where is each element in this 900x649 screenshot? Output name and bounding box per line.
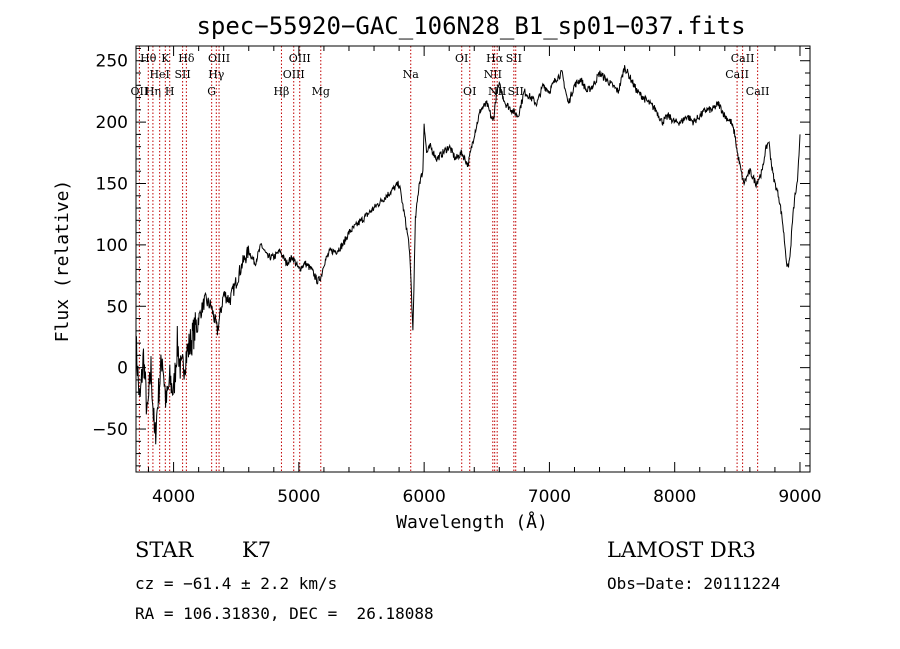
- spectral-line-label: Hθ: [140, 52, 157, 65]
- survey-name: LAMOST DR3: [607, 538, 756, 562]
- plot-frame: [135, 45, 811, 473]
- spectral-line-label: SII: [174, 68, 190, 81]
- x-tick-label: 8000: [653, 487, 696, 507]
- spectral-line-label: SII: [506, 52, 522, 65]
- redshift-velocity: cz = −61.4 ± 2.2 km/s: [135, 574, 338, 593]
- x-axis-label: Wavelength (Å): [396, 511, 548, 533]
- spectrum-line: [135, 65, 801, 445]
- spectral-line-label: Mg: [312, 85, 330, 98]
- x-tick-label: 5000: [277, 487, 320, 507]
- y-tick-label: 200: [96, 113, 128, 133]
- object-class: STAR: [135, 538, 194, 562]
- y-tick-label: 0: [117, 359, 128, 379]
- x-tick-label: 6000: [403, 487, 446, 507]
- object-subclass: K7: [242, 538, 272, 562]
- x-tick-label: 9000: [778, 487, 821, 507]
- spectral-line-label: OI: [463, 85, 476, 98]
- spectral-line-label: Hα: [486, 52, 504, 65]
- y-tick-label: 250: [96, 52, 128, 72]
- spectral-line-label: G: [207, 85, 216, 98]
- spectral-line-label: Hδ: [178, 52, 195, 65]
- spectral-line-label: OII: [131, 85, 149, 98]
- spectral-line-label: OIII: [283, 68, 305, 81]
- spectral-line-label: CaII: [731, 52, 755, 65]
- spectrum-chart: spec−55920−GAC_106N28_B1_sp01−037.fits O…: [52, 12, 822, 533]
- observation-date: Obs−Date: 20111224: [607, 574, 781, 593]
- spectral-line-label: OIII: [208, 52, 230, 65]
- spectral-line-label: HeI: [149, 68, 169, 81]
- spectral-line-label: Na: [403, 68, 420, 81]
- spectral-lines-layer: OII Hθ Hη HeI K H SII Hδ G Hγ OIII Hβ OIII OIII Mg Na OI…: [131, 46, 770, 472]
- chart-title: spec−55920−GAC_106N28_B1_sp01−037.fits: [196, 12, 745, 40]
- spectral-line-label: SII: [508, 85, 524, 98]
- spectral-line-label: OI: [455, 52, 468, 65]
- spectral-line-label: Hγ: [208, 68, 225, 81]
- spectral-line-label: CaII: [746, 85, 770, 98]
- spectral-line-label: NII: [484, 68, 502, 81]
- series-layer: [135, 65, 801, 445]
- spectral-line-label: CaII: [725, 68, 749, 81]
- spectral-line-label: OIII: [289, 52, 311, 65]
- spectral-line-label: H: [165, 85, 175, 98]
- ticks-layer: 4000 5000 6000 7000 8000 9000 −50 0 50 100 150 200 2…: [92, 46, 822, 507]
- spectral-line-label: Hβ: [273, 85, 289, 98]
- spectral-line-label: K: [161, 52, 170, 65]
- y-tick-label: 150: [96, 174, 128, 194]
- x-tick-label: 4000: [152, 487, 195, 507]
- coordinates: RA = 106.31830, DEC = 26.18088: [135, 604, 434, 623]
- y-tick-label: 50: [106, 297, 128, 317]
- y-tick-label: 100: [96, 236, 128, 256]
- y-tick-label: −50: [92, 420, 128, 440]
- spectral-line-label: Hη: [145, 85, 161, 98]
- x-tick-label: 7000: [528, 487, 571, 507]
- y-axis-label: Flux (relative): [52, 180, 73, 343]
